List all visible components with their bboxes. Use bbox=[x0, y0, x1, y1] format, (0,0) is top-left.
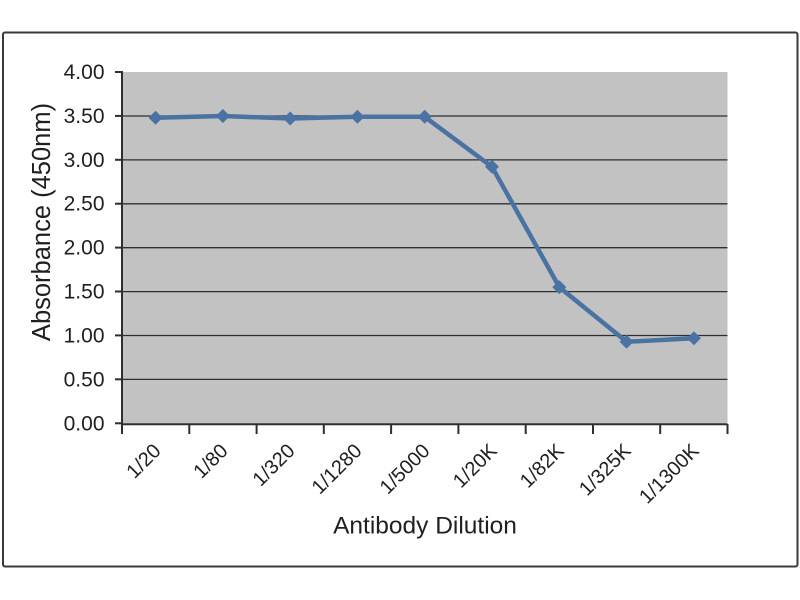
svg-text:3.00: 3.00 bbox=[64, 149, 105, 172]
svg-text:0.00: 0.00 bbox=[64, 412, 105, 435]
svg-text:1.50: 1.50 bbox=[64, 281, 105, 304]
svg-text:4.00: 4.00 bbox=[64, 61, 105, 84]
svg-text:3.50: 3.50 bbox=[64, 105, 105, 128]
svg-text:Absorbance (450nm): Absorbance (450nm) bbox=[28, 103, 56, 341]
svg-text:0.50: 0.50 bbox=[64, 368, 105, 391]
svg-text:1.00: 1.00 bbox=[64, 324, 105, 347]
svg-text:Antibody Dilution: Antibody Dilution bbox=[333, 513, 517, 540]
svg-text:2.50: 2.50 bbox=[64, 193, 105, 216]
svg-text:2.00: 2.00 bbox=[64, 237, 105, 260]
